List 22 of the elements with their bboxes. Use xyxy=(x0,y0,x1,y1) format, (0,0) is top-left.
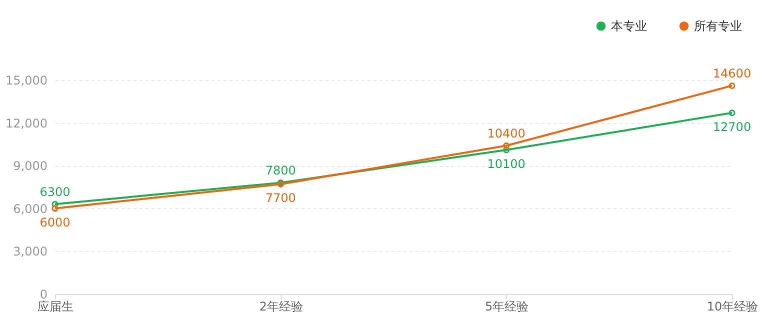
point xyxy=(503,142,510,149)
y-tick-label: 6,000 xyxy=(13,202,48,216)
data-label: 7700 xyxy=(265,191,296,206)
data-label: 10100 xyxy=(487,156,526,171)
data-label: 14600 xyxy=(712,66,752,81)
point xyxy=(503,146,510,154)
legend-label: 所有专业 xyxy=(694,19,742,34)
data-label: 6300 xyxy=(40,185,70,200)
x-tick-label: 2年经验 xyxy=(259,300,303,314)
data-label: 6000 xyxy=(40,215,70,230)
x-tick-label: 应届生 xyxy=(38,300,74,314)
data-label: 12700 xyxy=(712,120,752,134)
y-tick-label: 3,000 xyxy=(13,244,48,259)
y-tick-label: 15,000 xyxy=(6,74,48,88)
x-tick-label: 10年经验 xyxy=(706,300,758,314)
y-tick-label: 12,000 xyxy=(6,116,48,130)
y-tick-label: 0 xyxy=(40,288,48,302)
y-tick-label: 9,000 xyxy=(13,159,48,174)
legend-label: 本专业 xyxy=(611,19,647,34)
data-label: 10400 xyxy=(487,126,526,141)
data-label: 7800 xyxy=(265,164,296,178)
x-tick-label: 5年经验 xyxy=(485,300,529,314)
